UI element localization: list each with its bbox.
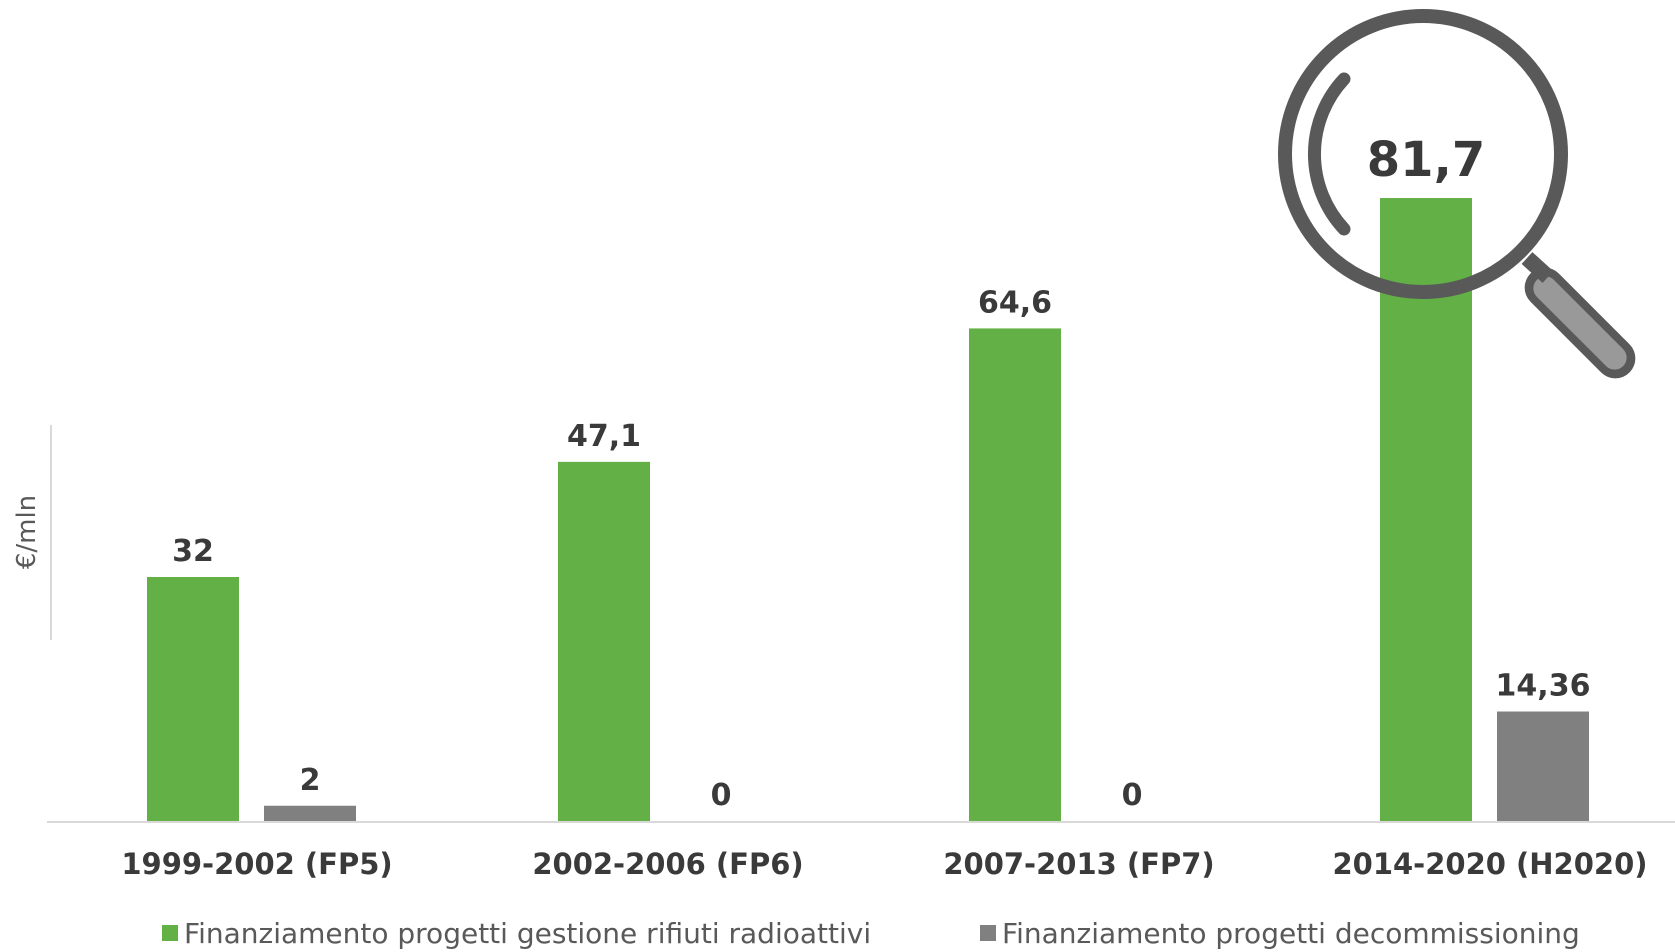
data-label-decommissioning-1: 2 [300,763,321,798]
y-axis-label: €/mln [12,495,42,569]
data-label-rifiuti-4: 81,7 [1367,132,1485,188]
magnifier-handle [1533,276,1627,370]
bar-rifiuti-4 [1380,198,1472,822]
category-label-3: 2007-2013 (FP7) [943,847,1214,881]
bar-decommissioning-1 [264,805,356,821]
legend: Finanziamento progetti gestione rifiuti … [162,917,1580,950]
y-axis: €/mln [12,425,52,640]
magnifier-neck [1521,252,1554,283]
data-label-decommissioning-4: 14,36 [1496,669,1591,704]
bar-rifiuti-1 [147,577,239,821]
bar-rifiuti-3 [969,328,1061,821]
bar-rifiuti-2 [558,461,650,821]
magnifier-lens-ring [1278,9,1568,299]
magnifier-icon [1278,9,1636,379]
legend-swatch-rifiuti [162,925,178,941]
legend-swatch-decommissioning [980,925,996,941]
data-label-decommissioning-3: 0 [1122,778,1143,813]
data-label-rifiuti-1: 32 [172,534,214,569]
data-label-rifiuti-2: 47,1 [567,419,641,454]
category-label-2: 2002-2006 (FP6) [532,847,803,881]
category-labels: 1999-2002 (FP5) 2002-2006 (FP6) 2007-2013 … [121,847,1647,881]
legend-label-decommissioning: Finanziamento progetti decommissioning [1002,917,1580,950]
bars: 32 2 47,1 0 64,6 0 81,7 14,36 [147,132,1591,822]
data-label-rifiuti-3: 64,6 [978,285,1052,320]
category-label-1: 1999-2002 (FP5) [121,847,392,881]
data-label-decommissioning-2: 0 [711,778,732,813]
legend-label-rifiuti: Finanziamento progetti gestione rifiuti … [184,917,871,950]
category-label-4: 2014-2020 (H2020) [1332,847,1647,881]
magnifier-glint [1308,72,1351,236]
bar-decommissioning-4 [1497,711,1589,821]
